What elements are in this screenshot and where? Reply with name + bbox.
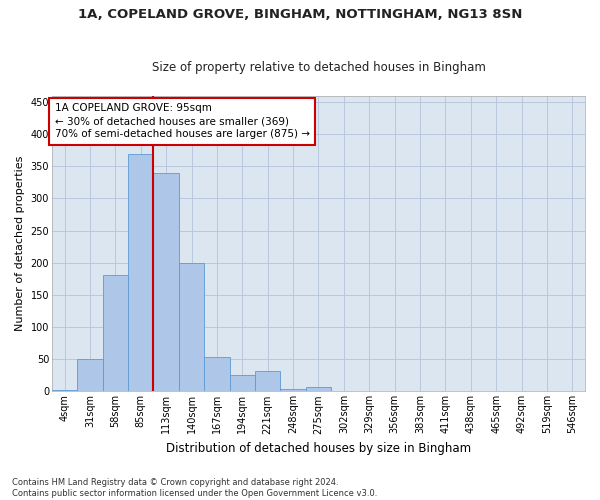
Bar (77, 359, 103, 392)
Bar (230, 376, 255, 392)
Bar (280, 389, 306, 392)
Bar (103, 275, 128, 392)
Bar (128, 154, 154, 392)
Title: Size of property relative to detached houses in Bingham: Size of property relative to detached ho… (152, 60, 485, 74)
Text: Contains HM Land Registry data © Crown copyright and database right 2024.
Contai: Contains HM Land Registry data © Crown c… (12, 478, 377, 498)
Bar (306, 387, 331, 392)
Bar (255, 372, 280, 392)
Text: 1A COPELAND GROVE: 95sqm
← 30% of detached houses are smaller (369)
70% of semi-: 1A COPELAND GROVE: 95sqm ← 30% of detach… (55, 103, 310, 140)
Bar (560, 390, 585, 392)
Bar (154, 172, 179, 392)
X-axis label: Distribution of detached houses by size in Bingham: Distribution of detached houses by size … (166, 442, 471, 455)
Y-axis label: Number of detached properties: Number of detached properties (15, 156, 25, 331)
Text: 1A, COPELAND GROVE, BINGHAM, NOTTINGHAM, NG13 8SN: 1A, COPELAND GROVE, BINGHAM, NOTTINGHAM,… (78, 8, 522, 20)
Bar (204, 356, 230, 392)
Bar (179, 264, 204, 392)
Bar (52, 390, 77, 392)
